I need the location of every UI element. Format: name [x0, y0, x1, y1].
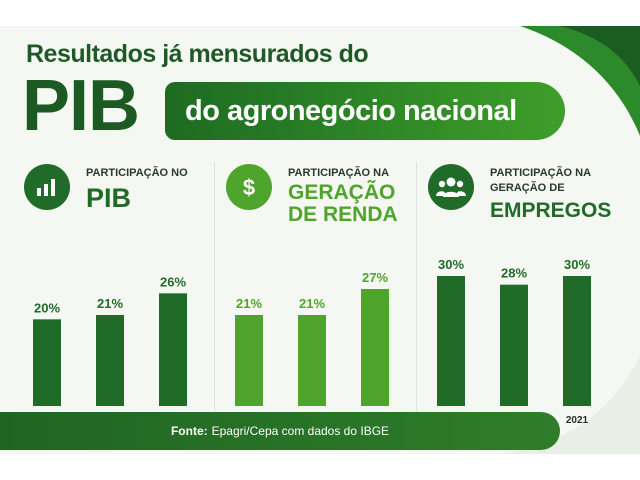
chart-pib: 20%201021%201526%2021 [33, 274, 187, 426]
bar-value-label: 30% [564, 257, 590, 272]
bar-2015 [298, 315, 326, 406]
panel-label-big-line1: GERAÇÃO [288, 181, 396, 204]
panel-label-big-line2: DE RENDA [288, 203, 398, 226]
panel-label-small-2: GERAÇÃO DE [490, 182, 565, 194]
source-text: Epagri/Cepa com dados do IBGE [211, 424, 390, 438]
dollar-icon: $ [226, 164, 272, 210]
bar-2015 [500, 284, 528, 406]
infographic-card: Resultados já mensurados do PIB do agron… [0, 26, 640, 454]
panel-renda: $ PARTICIPAÇÃO NA GERAÇÃO DE RENDA 21%20… [226, 144, 406, 426]
chart-renda: 21%201021%201527%2021 [235, 270, 389, 426]
bar-value-label: 21% [236, 296, 262, 311]
x-tick-label: 2021 [566, 415, 589, 426]
bar-value-label: 20% [34, 300, 60, 315]
people-icon [428, 164, 474, 210]
bar-2021 [159, 293, 187, 406]
bar-chart-icon [24, 164, 70, 210]
bar-value-label: 26% [160, 274, 186, 289]
panel-pib: PARTICIPAÇÃO NO PIB 20%201021%201526%202… [24, 144, 204, 426]
source-label: Fonte: [170, 424, 208, 438]
bar-2021 [361, 289, 389, 406]
bar-value-label: 27% [362, 270, 388, 285]
bar-2015 [96, 315, 124, 406]
panel-label-small: PARTICIPAÇÃO NO [86, 167, 188, 179]
headline-banner: do agronegócio nacional [165, 82, 565, 140]
bar-value-label: 28% [501, 266, 527, 281]
panel-empregos: PARTICIPAÇÃO NA GERAÇÃO DE EMPREGOS 30% 2… [428, 144, 612, 426]
bar-2010 [33, 319, 61, 406]
bar-value-label: 21% [97, 296, 123, 311]
chart-empregos: 30%201028%201530%2021 [437, 257, 591, 426]
bar-value-label: 21% [299, 296, 325, 311]
panel-label-big: PIB [86, 183, 132, 213]
bar-2010 [235, 315, 263, 406]
column-divider [416, 162, 417, 412]
decorative-swoosh [500, 26, 640, 454]
panel-label-small: PARTICIPAÇÃO NA [490, 167, 592, 179]
headline-subtitle: Resultados já mensurados do [26, 40, 369, 68]
bar-2010 [437, 276, 465, 406]
panel-label-small: PARTICIPAÇÃO NA [288, 167, 390, 179]
bar-2021 [563, 276, 591, 406]
bar-value-label: 30% [438, 257, 464, 272]
panel-label-big: EMPREGOS [490, 199, 612, 222]
headline-banner-text: do agronegócio nacional [185, 94, 517, 127]
headline-pib: PIB [22, 66, 140, 146]
svg-text:$: $ [243, 175, 255, 200]
source-footer: Fonte: Epagri/Cepa com dados do IBGE [0, 412, 560, 450]
column-divider [214, 162, 215, 412]
